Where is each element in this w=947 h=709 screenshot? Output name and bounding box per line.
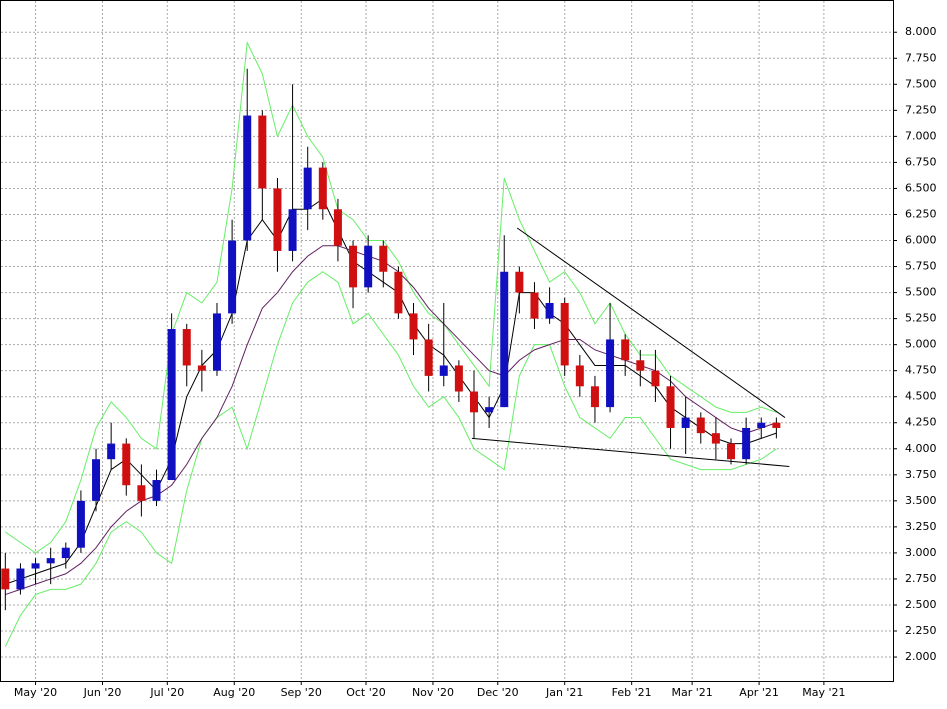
x-tick-label: Dec '20 bbox=[477, 686, 519, 699]
trendline bbox=[516, 227, 786, 418]
candle-body bbox=[454, 365, 463, 392]
candle-body bbox=[772, 422, 781, 428]
overlay-line bbox=[5, 198, 777, 585]
x-tick-label: Mar '21 bbox=[671, 686, 712, 699]
candle-body bbox=[666, 386, 675, 428]
candle-body bbox=[16, 568, 25, 590]
candle-body bbox=[1, 568, 10, 590]
candle-body bbox=[258, 115, 267, 189]
candle-body bbox=[303, 167, 312, 210]
candle-body bbox=[545, 302, 554, 319]
candle-body bbox=[681, 417, 690, 428]
candle-body bbox=[212, 313, 221, 371]
candle-body bbox=[137, 485, 146, 501]
y-tick-label: 5.500 bbox=[905, 286, 937, 299]
x-tick-label: Feb '21 bbox=[612, 686, 652, 699]
y-tick-label: 2.000 bbox=[905, 650, 937, 663]
candle-body bbox=[636, 360, 645, 371]
y-tick-label: 6.750 bbox=[905, 155, 937, 168]
y-tick-label: 4.000 bbox=[905, 442, 937, 455]
trendline bbox=[471, 437, 790, 467]
y-tick-label: 6.500 bbox=[905, 181, 937, 194]
candle-body bbox=[575, 365, 584, 387]
candle-body bbox=[273, 188, 282, 251]
y-tick-label: 2.750 bbox=[905, 572, 937, 585]
candle-body bbox=[92, 459, 101, 501]
candle-body bbox=[288, 209, 297, 251]
candle-body bbox=[394, 271, 403, 314]
y-tick-label: 6.250 bbox=[905, 207, 937, 220]
candle-body bbox=[711, 433, 720, 444]
plot-area bbox=[0, 0, 894, 682]
y-tick-label: 6.000 bbox=[905, 234, 937, 247]
candle-body bbox=[349, 245, 358, 288]
y-tick-label: 5.000 bbox=[905, 338, 937, 351]
y-tick-label: 3.250 bbox=[905, 520, 937, 533]
y-tick-label: 7.500 bbox=[905, 77, 937, 90]
x-tick-label: Apr '21 bbox=[739, 686, 779, 699]
candle-body bbox=[379, 245, 388, 272]
candle-body bbox=[61, 547, 70, 559]
candle-body bbox=[76, 500, 85, 548]
y-tick-label: 5.250 bbox=[905, 312, 937, 325]
x-tick-label: Aug '20 bbox=[213, 686, 255, 699]
y-tick-label: 7.000 bbox=[905, 129, 937, 142]
candle-body bbox=[152, 480, 161, 501]
candle-body bbox=[31, 563, 40, 569]
candle-body bbox=[439, 365, 448, 376]
candle-body bbox=[318, 167, 327, 210]
x-tick-label: Oct '20 bbox=[346, 686, 386, 699]
x-tick-label: May '21 bbox=[802, 686, 845, 699]
x-tick-label: Sep '20 bbox=[281, 686, 322, 699]
candle-body bbox=[409, 313, 418, 340]
y-tick-label: 4.250 bbox=[905, 416, 937, 429]
candle-body bbox=[182, 329, 191, 366]
candle-body bbox=[424, 339, 433, 376]
candle-body bbox=[530, 292, 539, 319]
candle-body bbox=[243, 115, 252, 241]
candle-body bbox=[167, 329, 176, 481]
overlay-line bbox=[5, 245, 777, 596]
x-tick-label: Jan '21 bbox=[545, 686, 583, 699]
x-tick-label: Nov '20 bbox=[412, 686, 454, 699]
candle-body bbox=[46, 558, 55, 564]
candle-body bbox=[197, 365, 206, 371]
y-tick-label: 7.750 bbox=[905, 51, 937, 64]
x-tick-label: Jul '20 bbox=[149, 686, 184, 699]
x-tick-label: Jun '20 bbox=[83, 686, 122, 699]
overlay-line bbox=[4, 271, 777, 647]
candle-body bbox=[590, 386, 599, 408]
candle-body bbox=[696, 417, 705, 434]
y-tick-label: 5.750 bbox=[905, 260, 937, 273]
overlay-line bbox=[5, 40, 777, 554]
candle-body bbox=[742, 427, 751, 460]
y-tick-label: 3.750 bbox=[905, 468, 937, 481]
candle-body bbox=[469, 391, 478, 413]
y-tick-label: 3.500 bbox=[905, 494, 937, 507]
candle-body bbox=[333, 209, 342, 246]
candle-body bbox=[485, 407, 494, 413]
candle-body bbox=[515, 271, 524, 293]
y-tick-label: 7.250 bbox=[905, 103, 937, 116]
y-tick-label: 4.750 bbox=[905, 364, 937, 377]
candle-body bbox=[107, 443, 116, 460]
candle-body bbox=[364, 245, 373, 288]
y-tick-label: 2.500 bbox=[905, 598, 937, 611]
y-tick-label: 3.000 bbox=[905, 546, 937, 559]
x-tick-label: May '20 bbox=[14, 686, 57, 699]
candle-body bbox=[757, 422, 766, 428]
candle-body bbox=[727, 443, 736, 460]
y-tick-label: 4.500 bbox=[905, 390, 937, 403]
candle-body bbox=[606, 339, 615, 408]
candle-body bbox=[122, 443, 131, 486]
candle-body bbox=[560, 302, 569, 366]
candle-body bbox=[228, 240, 237, 314]
candle-body bbox=[500, 271, 509, 408]
candle-body bbox=[621, 339, 630, 361]
y-tick-label: 2.250 bbox=[905, 624, 937, 637]
y-tick-label: 8.000 bbox=[905, 25, 937, 38]
candle-body bbox=[651, 370, 660, 387]
